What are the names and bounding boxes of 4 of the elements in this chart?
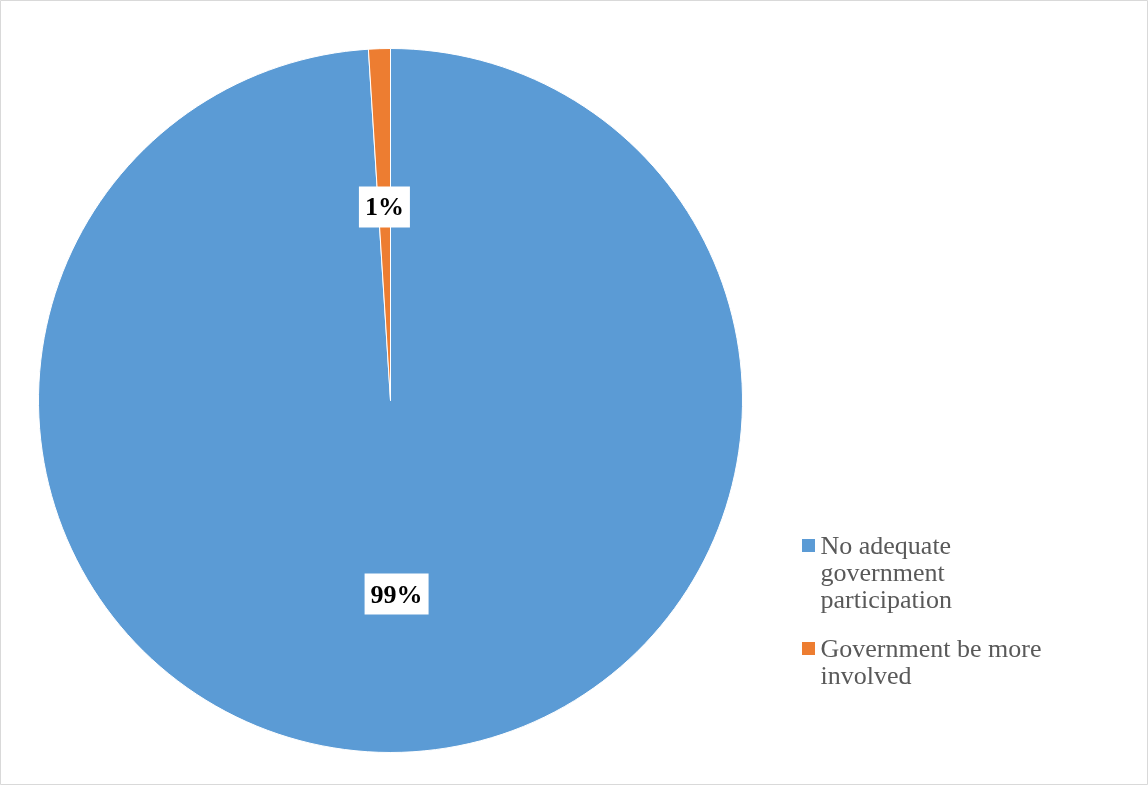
data-label: 1% <box>364 192 404 222</box>
legend-label: No adequate government participation <box>820 531 952 614</box>
legend-label: Government be more involved <box>820 634 1042 690</box>
data-label: 99% <box>370 579 423 609</box>
